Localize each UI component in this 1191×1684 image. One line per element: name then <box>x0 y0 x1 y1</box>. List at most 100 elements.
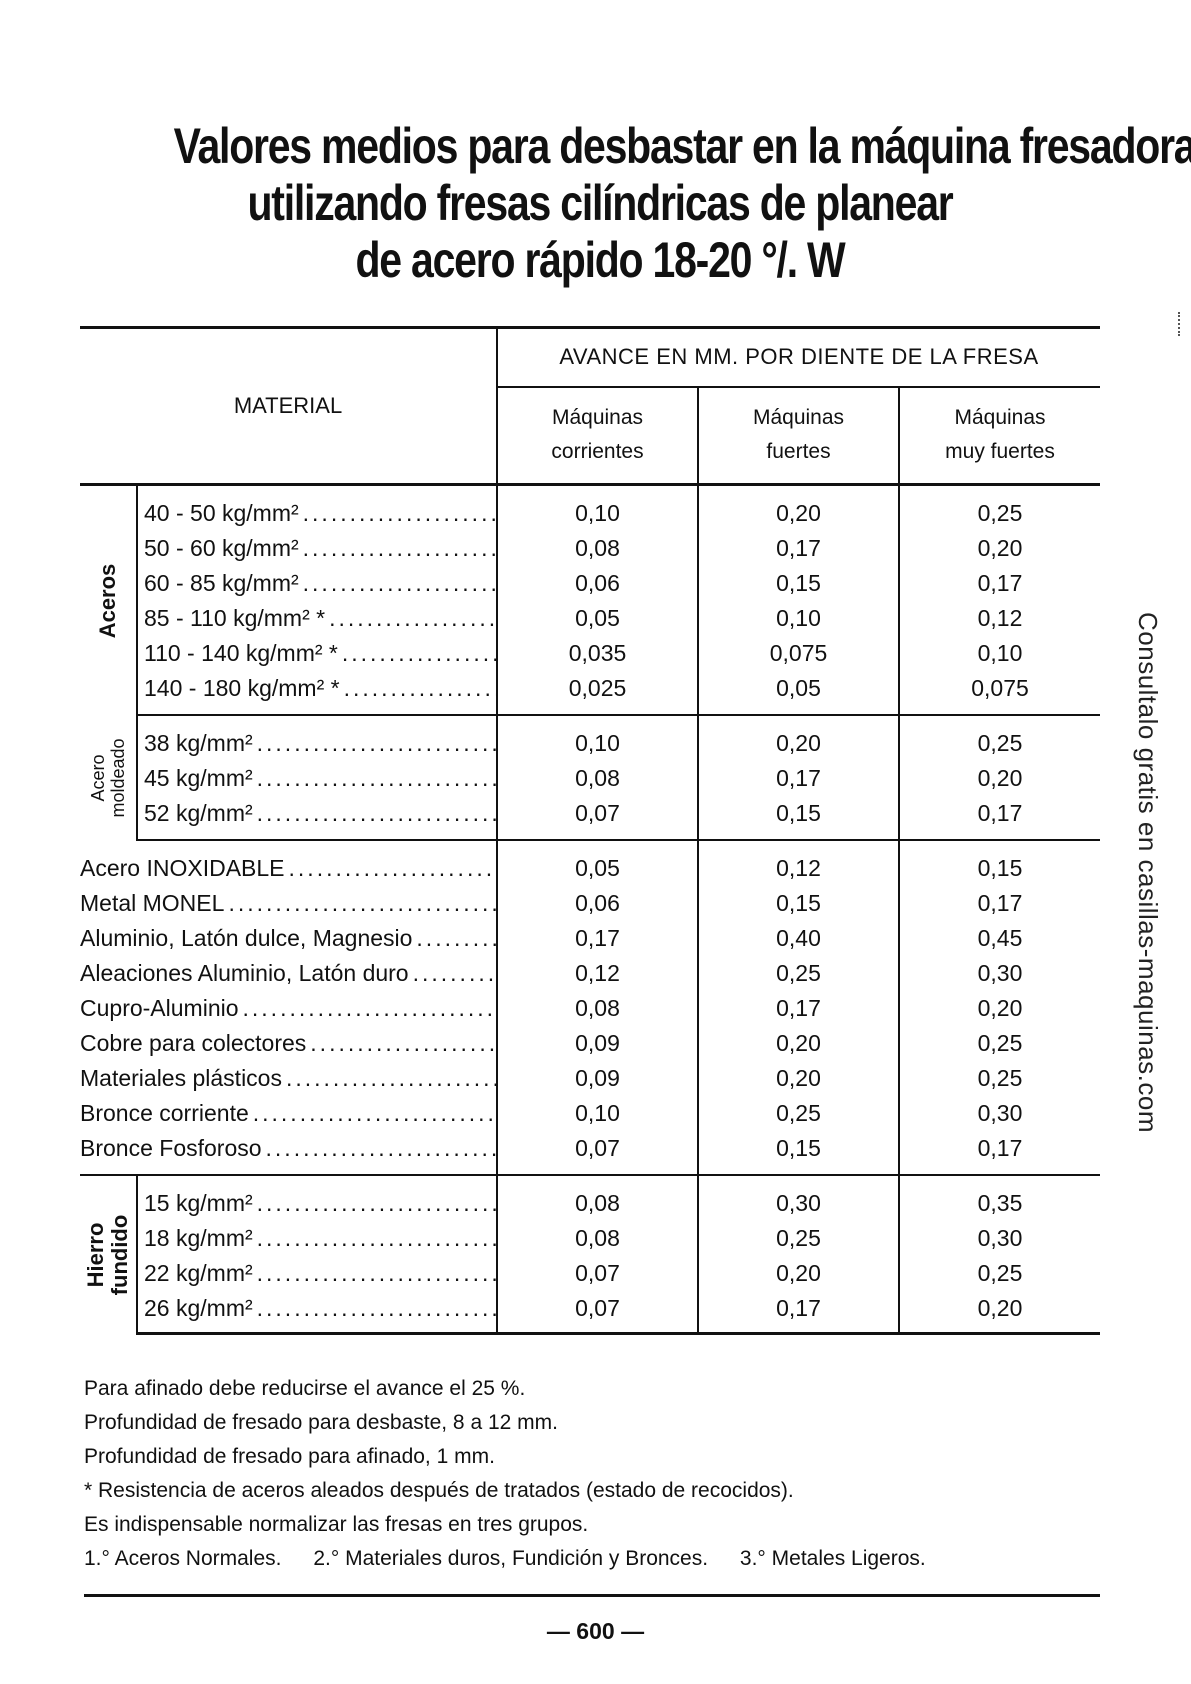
table-row: Aluminio, Latón dulce, Magnesio.........… <box>80 921 1101 956</box>
leader-dots: ........................................… <box>343 675 495 701</box>
value-fuertes: 0,25 <box>697 1096 900 1131</box>
leader-dots: ........................................… <box>285 1065 495 1091</box>
note-profundidad-desbaste: Profundidad de fresado para desbaste, 8 … <box>84 1411 558 1434</box>
value-fuertes: 0,25 <box>697 1221 900 1256</box>
note-resistencia: * Resistencia de aceros aleados después … <box>84 1479 794 1502</box>
leader-dots: ........................................… <box>288 855 496 881</box>
leader-dots: ........................................… <box>256 1260 495 1286</box>
bottom-rule <box>84 1594 1100 1597</box>
material-cell: Bronce corriente........................… <box>80 1096 499 1131</box>
value-corrientes: 0,08 <box>575 995 620 1021</box>
leader-dots: ........................................… <box>252 1100 497 1126</box>
material-cell: 85 - 110 kg/mm² *.......................… <box>137 601 499 636</box>
group-label-acero-moldeado: Acero moldeado <box>80 715 138 840</box>
value-muy-fuertes: 0,20 <box>898 531 1101 566</box>
material-cell: 26 kg/mm²...............................… <box>137 1291 499 1335</box>
title-line-3: de acero rápido 18-20 °/. W <box>355 232 845 288</box>
grupo-1: 1.° Aceros Normales. <box>84 1547 282 1570</box>
value-corrientes: 0,10 <box>575 730 620 756</box>
material-cell: 38 kg/mm²...............................… <box>137 715 499 761</box>
leader-dots: ........................................… <box>302 500 495 526</box>
value-fuertes: 0,20 <box>697 1026 900 1061</box>
material-cell: 15 kg/mm²...............................… <box>137 1175 499 1221</box>
leader-dots: ........................................… <box>412 960 498 986</box>
note-normalizar: Es indispensable normalizar las fresas e… <box>84 1513 589 1536</box>
material-cell: Bronce Fosforoso........................… <box>80 1131 499 1176</box>
table-row: Bronce Fosforoso........................… <box>80 1131 1101 1176</box>
section-aceros: Aceros 40 - 50 kg/mm²....................… <box>80 484 1101 716</box>
feed-rate-table-container: MATERIAL AVANCE EN MM. POR DIENTE DE LA … <box>80 326 1101 1335</box>
value-corrientes: 0,07 <box>497 1131 699 1176</box>
value-corrientes: 0,08 <box>575 1225 620 1251</box>
value-corrientes: 0,06 <box>575 890 620 916</box>
value-muy-fuertes: 0,30 <box>898 1221 1101 1256</box>
table-row: 45 kg/mm²...............................… <box>80 761 1101 796</box>
value-muy-fuertes: 0,20 <box>898 1291 1101 1335</box>
table-row: 52 kg/mm²...............................… <box>80 796 1101 841</box>
leader-dots: ........................................… <box>302 535 495 561</box>
header-maquinas-muy-fuertes: Máquinas muy fuertes <box>898 386 1101 486</box>
value-muy-fuertes: 0,30 <box>898 956 1101 991</box>
header-material: MATERIAL <box>80 327 499 486</box>
table-row: 22 kg/mm²...............................… <box>80 1256 1101 1291</box>
material-cell: 140 - 180 kg/mm² *......................… <box>137 671 499 716</box>
value-fuertes: 0,05 <box>697 671 900 716</box>
value-corrientes: 0,05 <box>575 855 620 881</box>
table-row: Materiales plásticos....................… <box>80 1061 1101 1096</box>
table-row: Acero moldeado 38 kg/mm²..................… <box>80 715 1101 840</box>
table-row: Acero INOXIDABLE........................… <box>80 840 1101 886</box>
value-fuertes: 0,15 <box>697 796 900 841</box>
leader-dots: ........................................… <box>256 765 495 791</box>
leader-dots: ........................................… <box>302 570 495 596</box>
header-maquinas-corrientes: Máquinas corrientes <box>497 386 699 486</box>
side-watermark-text: Consultalo gratis en casillas-maquinas.c… <box>1133 612 1163 1134</box>
table-row: Hierro fundido 15 kg/mm²..................… <box>80 1175 1101 1334</box>
leader-dots: ........................................… <box>256 1225 495 1251</box>
material-cell: Cobre para colectores...................… <box>80 1026 499 1061</box>
material-cell: 18 kg/mm²...............................… <box>137 1221 499 1256</box>
leader-dots: ........................................… <box>256 1295 495 1321</box>
material-cell: 60 - 85 kg/mm²..........................… <box>137 566 499 601</box>
value-corrientes: 0,12 <box>575 960 620 986</box>
value-corrientes: 0,07 <box>497 1291 699 1335</box>
value-corrientes: 0,035 <box>568 640 627 666</box>
leader-dots: ........................................… <box>242 995 498 1021</box>
value-fuertes: 0,20 <box>697 1061 900 1096</box>
table-row: Metal MONEL.............................… <box>80 886 1101 921</box>
value-corrientes: 0,06 <box>575 570 620 596</box>
leader-dots: ........................................… <box>416 925 495 951</box>
value-muy-fuertes: 0,17 <box>898 886 1101 921</box>
material-cell: Aleaciones Aluminio, Latón duro.........… <box>80 956 499 991</box>
table-row: 85 - 110 kg/mm² *.......................… <box>80 601 1101 636</box>
value-muy-fuertes: 0,25 <box>898 1026 1101 1061</box>
leader-dots: ........................................… <box>329 605 498 631</box>
table-row: 50 - 60 kg/mm²..........................… <box>80 531 1101 566</box>
value-corrientes: 0,07 <box>497 796 699 841</box>
value-fuertes: 0,075 <box>697 636 900 671</box>
leader-dots: ........................................… <box>256 730 495 756</box>
section-otros-materiales: Acero INOXIDABLE........................… <box>80 840 1101 1176</box>
value-fuertes: 0,17 <box>697 761 900 796</box>
value-fuertes: 0,10 <box>697 601 900 636</box>
value-muy-fuertes: 0,25 <box>898 1256 1101 1291</box>
notes: Para afinado debe reducirse el avance el… <box>84 1372 952 1576</box>
value-fuertes: 0,15 <box>697 1131 900 1176</box>
value-corrientes: 0,025 <box>497 671 699 716</box>
value-muy-fuertes: 0,15 <box>898 840 1101 886</box>
value-fuertes: 0,20 <box>697 715 900 761</box>
title-line-2: utilizando fresas cilíndricas de planear <box>247 175 953 231</box>
leader-dots: ........................................… <box>265 1135 495 1161</box>
grupo-3: 3.° Metales Ligeros. <box>739 1547 926 1570</box>
value-corrientes: 0,09 <box>575 1065 620 1091</box>
value-muy-fuertes: 0,20 <box>898 991 1101 1026</box>
note-grupos: 1.° Aceros Normales. 2.° Materiales duro… <box>84 1542 952 1576</box>
value-corrientes: 0,07 <box>575 1260 620 1286</box>
leader-dots: ........................................… <box>341 640 495 666</box>
table-row: 60 - 85 kg/mm²..........................… <box>80 566 1101 601</box>
title-line-1: Valores medios para desbastar en la máqu… <box>173 118 1191 174</box>
value-muy-fuertes: 0,17 <box>898 566 1101 601</box>
value-muy-fuertes: 0,25 <box>898 484 1101 531</box>
table-row: Cobre para colectores...................… <box>80 1026 1101 1061</box>
value-fuertes: 0,15 <box>697 886 900 921</box>
group-label-hierro-fundido: Hierro fundido <box>80 1175 138 1334</box>
